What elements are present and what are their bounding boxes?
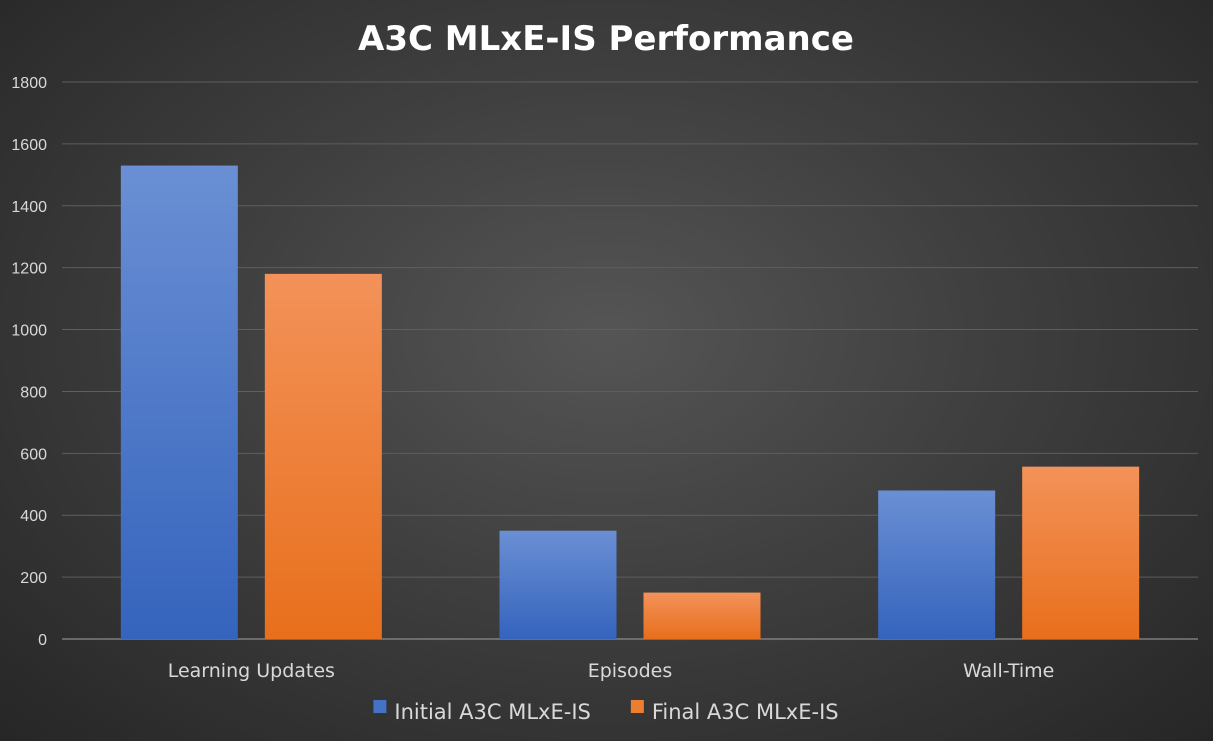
legend-item-initial: Initial A3C MLxE-IS bbox=[373, 700, 591, 724]
y-tick-label: 1000 bbox=[11, 323, 47, 340]
bar-final-1 bbox=[643, 592, 761, 639]
legend-label: Initial A3C MLxE-IS bbox=[394, 700, 590, 724]
x-category-label: Wall-Time bbox=[963, 660, 1054, 682]
chart-title: A3C MLxE-IS Performance bbox=[358, 19, 854, 59]
bar-initial-2 bbox=[878, 490, 996, 639]
legend-label: Final A3C MLxE-IS bbox=[652, 700, 839, 724]
bar-final-0 bbox=[264, 273, 382, 639]
legend-swatch bbox=[373, 700, 387, 713]
y-tick-label: 200 bbox=[20, 570, 47, 587]
bar-initial-0 bbox=[120, 165, 238, 640]
y-tick-label: 600 bbox=[20, 446, 47, 463]
y-tick-label: 1600 bbox=[11, 137, 47, 154]
bar-final-2 bbox=[1022, 466, 1140, 639]
x-category-label: Learning Updates bbox=[168, 660, 335, 682]
y-tick-label: 400 bbox=[20, 508, 47, 525]
bar-initial-1 bbox=[499, 530, 617, 639]
y-tick-label: 800 bbox=[20, 384, 47, 401]
legend-swatch bbox=[630, 700, 644, 713]
y-tick-label: 1200 bbox=[11, 261, 47, 278]
y-tick-label: 0 bbox=[38, 632, 47, 649]
x-category-label: Episodes bbox=[588, 660, 673, 682]
y-tick-label: 1800 bbox=[11, 75, 47, 92]
y-tick-label: 1400 bbox=[11, 199, 47, 216]
legend-item-final: Final A3C MLxE-IS bbox=[630, 700, 839, 724]
